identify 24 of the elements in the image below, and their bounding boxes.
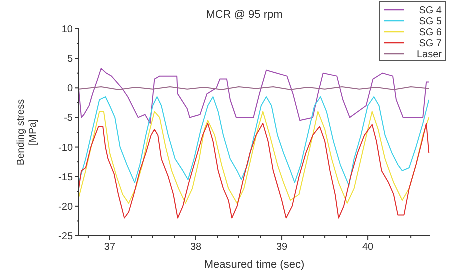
x-tick-label: 39	[276, 242, 288, 253]
y-tick-label: -20	[58, 202, 74, 213]
y-tick-label: 5	[67, 54, 74, 66]
legend-label: SG 5	[419, 16, 442, 28]
x-tick-label: 38	[190, 242, 202, 253]
x-axis-title: Measured time (sec)	[204, 259, 305, 271]
y-tick-label: 0	[67, 84, 74, 95]
legend-label: SG 4	[419, 6, 442, 16]
chart-title: MCR @ 95 rpm	[206, 9, 283, 21]
y-axis-title: Bending stress [MPa]	[16, 99, 39, 166]
x-tick-label: 40	[362, 242, 374, 253]
y-tick-label: -5	[64, 113, 74, 124]
legend-label: SG 6	[419, 28, 442, 38]
y-tick-label: -25	[58, 232, 74, 242]
y-tick-label: -15	[58, 172, 74, 184]
legend-label: SG 7	[419, 38, 442, 50]
line-series	[78, 96, 430, 186]
legend-label: Laser	[416, 50, 443, 60]
x-tick-label: 37	[104, 242, 116, 253]
line-series	[78, 111, 430, 204]
y-tick-label: -10	[58, 142, 74, 154]
y-tick-label: 10	[62, 24, 74, 36]
line-series	[78, 123, 430, 219]
line-series	[78, 68, 430, 124]
